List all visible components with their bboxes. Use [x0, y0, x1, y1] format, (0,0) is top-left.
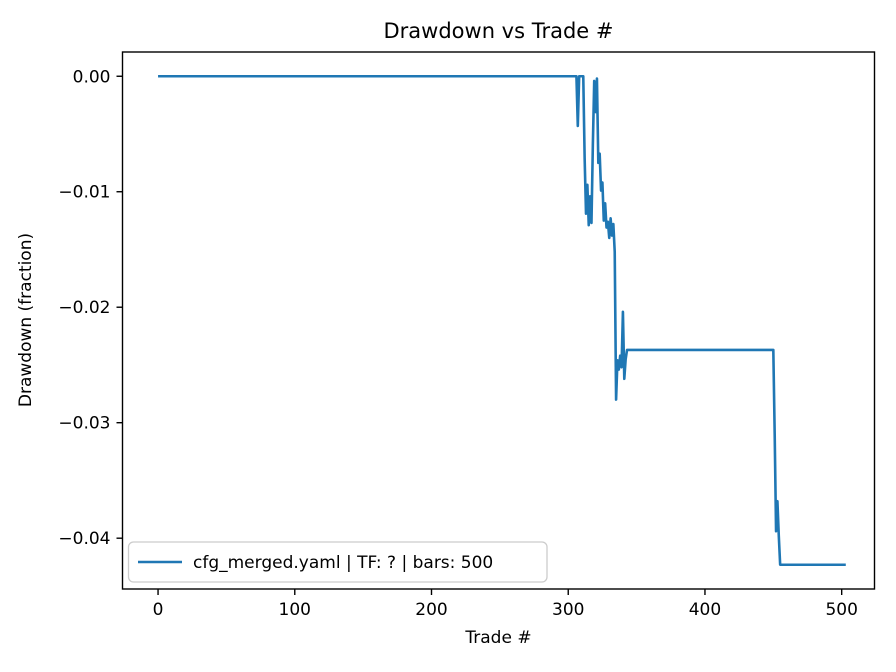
series-line [158, 74, 846, 567]
y-axis-label: Drawdown (fraction) [16, 233, 36, 407]
chart-title: Drawdown vs Trade # [384, 19, 614, 43]
y-tick-label: 0.00 [73, 67, 111, 87]
y-tick-label: −0.02 [58, 298, 110, 318]
legend-label: cfg_merged.yaml | TF: ? | bars: 500 [193, 553, 493, 573]
x-axis-label: Trade # [464, 628, 531, 648]
x-tick-label: 300 [552, 600, 584, 620]
y-tick-label: −0.03 [58, 414, 110, 434]
legend-box [127, 541, 548, 583]
x-tick-label: 0 [153, 600, 164, 620]
y-tick-label: −0.04 [58, 529, 110, 549]
y-tick-label: −0.01 [58, 183, 110, 203]
x-tick-label: 100 [279, 600, 311, 620]
x-tick-label: 400 [689, 600, 721, 620]
axes-spines [121, 51, 876, 590]
x-tick-label: 200 [415, 600, 447, 620]
x-tick-label: 500 [825, 600, 857, 620]
